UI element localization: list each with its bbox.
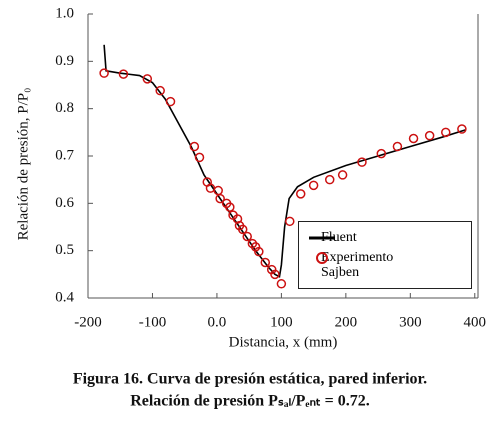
x-tick-label: 100 xyxy=(270,314,293,330)
marker xyxy=(270,269,280,280)
legend-item: Experimento Sajben xyxy=(307,250,431,280)
marker xyxy=(376,148,387,159)
marker xyxy=(237,224,248,235)
marker xyxy=(260,257,271,268)
marker xyxy=(215,193,225,204)
marker xyxy=(99,68,109,78)
marker xyxy=(189,141,200,152)
marker xyxy=(225,202,235,212)
marker xyxy=(232,214,243,224)
marker xyxy=(441,127,451,138)
legend-symbol xyxy=(316,252,328,264)
y-axis-label: Relación de presión, P/P₀ xyxy=(15,88,31,241)
marker xyxy=(295,189,306,199)
y-tick-label: 0.7 xyxy=(55,147,74,163)
y-tick-label: 0.5 xyxy=(55,242,74,258)
y-tick-label: 0.4 xyxy=(55,289,74,305)
line xyxy=(103,44,466,278)
caption: Figura 16. Curva de presión estática, pa… xyxy=(73,371,427,388)
marker xyxy=(324,174,335,185)
marker xyxy=(118,69,129,79)
x-tick-label: 0.0 xyxy=(208,314,227,330)
marker xyxy=(357,157,367,167)
x-tick-label: 300 xyxy=(399,314,422,330)
marker xyxy=(242,231,252,242)
y-tick-label: 1.0 xyxy=(55,5,74,21)
marker xyxy=(276,279,287,289)
x-tick-label: 400 xyxy=(464,314,487,330)
x-axis-label: Distancia, x (mm) xyxy=(229,334,338,350)
x-tick-label: -200 xyxy=(74,314,102,330)
legend-label: Fluent xyxy=(321,230,357,245)
marker xyxy=(392,141,403,152)
marker xyxy=(155,85,165,96)
marker xyxy=(457,124,467,134)
legend-marker xyxy=(316,252,328,264)
legend-label: Experimento Sajben xyxy=(321,250,394,280)
y-tick-label: 0.9 xyxy=(55,53,74,69)
marker xyxy=(337,170,348,180)
marker xyxy=(142,74,153,84)
legend-symbol xyxy=(309,236,335,240)
marker xyxy=(308,180,319,191)
marker xyxy=(165,96,176,107)
x-tick-label: -100 xyxy=(139,314,167,330)
caption: Relación de presión Pₛₐₗ/Pₑₙₜ = 0.72. xyxy=(130,393,370,410)
x-tick-label: 200 xyxy=(335,314,358,330)
marker xyxy=(285,216,295,227)
y-tick-label: 0.8 xyxy=(55,100,74,116)
marker xyxy=(424,130,435,141)
legend-item: Fluent xyxy=(307,230,431,245)
marker xyxy=(408,133,419,144)
y-tick-label: 0.6 xyxy=(55,195,74,211)
legend: Fluent Experimento Sajben xyxy=(298,221,472,289)
marker xyxy=(254,246,264,257)
marker xyxy=(194,152,205,163)
